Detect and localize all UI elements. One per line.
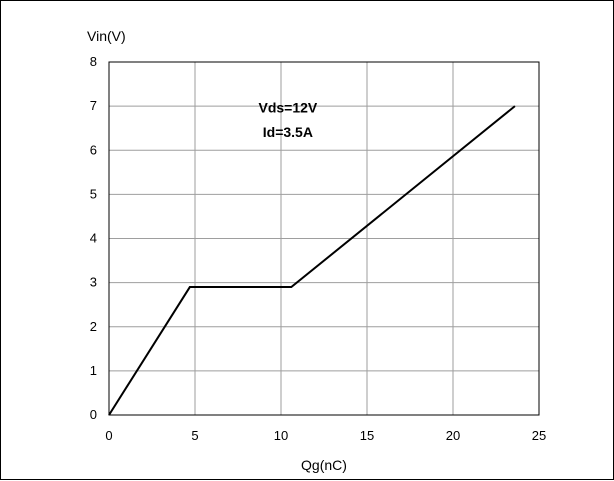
y-axis-label: Vin(V) — [87, 28, 126, 44]
y-tick-label: 8 — [90, 54, 97, 69]
y-tick-label: 6 — [90, 142, 97, 157]
x-tick-label: 20 — [446, 428, 460, 443]
series-layer — [108, 105, 516, 416]
x-tick-label: 0 — [105, 428, 112, 443]
grid-lines — [109, 62, 539, 415]
annotation-label: Vds=12V — [258, 100, 317, 116]
x-axis-label: Qg(nC) — [301, 457, 347, 473]
y-tick-label: 3 — [90, 275, 97, 290]
x-tick-label: 10 — [274, 428, 288, 443]
series-line — [108, 105, 516, 416]
plot-frame — [108, 61, 540, 416]
annotation-layer: Vds=12V Id=3.5A — [258, 100, 317, 140]
y-tick-label: 7 — [90, 98, 97, 113]
x-tick-label: 15 — [360, 428, 374, 443]
y-tick-label: 0 — [90, 407, 97, 422]
axis-ticks: 0 5 10 15 20 25 0 1 2 3 4 5 6 7 8 — [90, 54, 546, 443]
y-tick-label: 5 — [90, 186, 97, 201]
y-tick-label: 2 — [90, 319, 97, 334]
annotation-label: Id=3.5A — [263, 124, 313, 140]
plot-border — [108, 61, 540, 416]
x-tick-label: 25 — [532, 428, 546, 443]
x-tick-label: 5 — [191, 428, 198, 443]
y-tick-label: 4 — [90, 231, 97, 246]
y-tick-label: 1 — [90, 363, 97, 378]
